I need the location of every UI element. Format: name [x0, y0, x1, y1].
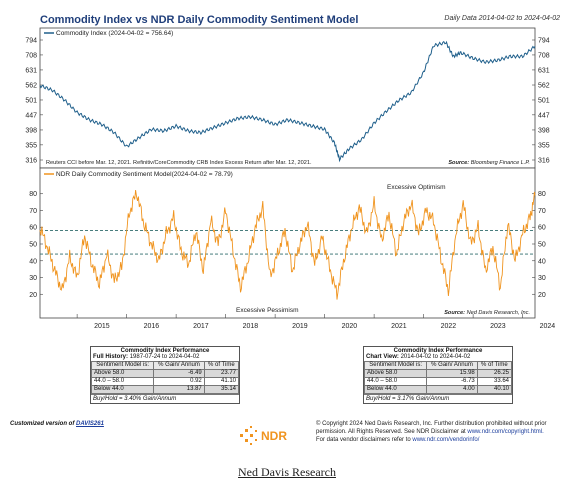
vendorinfo-link[interactable]: www.ndr.com/vendorinfo/ — [412, 437, 480, 443]
x-tick-label: 2020 — [342, 323, 358, 330]
x-tick-label: 2019 — [292, 323, 308, 330]
annotation-optimism: Excessive Optimism — [387, 184, 446, 191]
copyright-line-2: permission. All Rights Reserved. See NDR… — [316, 429, 544, 435]
copyright-link[interactable]: www.ndr.com/copyright.html. — [467, 429, 544, 435]
table-row: Below 44.0 4.00 40.10 — [363, 385, 513, 394]
top-y-tick-label-left: 562 — [25, 83, 37, 90]
bottom-source-label: Source: Ned Davis Research, Inc. — [444, 310, 530, 316]
top-y-tick-label-right: 708 — [538, 52, 550, 59]
x-tick-label: 2023 — [490, 323, 506, 330]
table-right-grid: Sentiment Model is: % Gain/ Annum % of T… — [363, 361, 513, 394]
bottom-y-tick-label-left: 20 — [29, 292, 37, 299]
top-y-tick-label-left: 355 — [25, 142, 37, 149]
top-y-tick-label-right: 562 — [538, 83, 550, 90]
bottom-y-tick-label-right: 60 — [538, 225, 546, 232]
bottom-y-tick-label-left: 30 — [29, 275, 37, 282]
chart-title: Commodity Index vs NDR Daily Commodity S… — [40, 14, 358, 26]
table-left-title: Commodity Index Performance — [120, 348, 210, 354]
table-left-footer: Buy/Hold = 3.40% Gain/Annum — [91, 394, 239, 403]
ndr-logo-mark-icon — [240, 426, 257, 445]
x-tick-label: 2017 — [193, 323, 209, 330]
table-right-header: Sentiment Model is: — [363, 361, 428, 370]
ndr-logo-text: NDR — [261, 429, 287, 443]
table-row: 44.0 – 58.0 0.92 41.10 — [90, 377, 240, 386]
top-y-tick-label-left: 794 — [25, 38, 37, 45]
top-y-tick-label-left: 316 — [25, 158, 37, 165]
top-legend: Commodity Index (2024-04-02 = 756.64) — [56, 30, 173, 37]
copyright-line-1: © Copyright 2024 Ned Davis Research, Inc… — [316, 421, 547, 427]
date-range: Daily Data 2014-04-02 to 2024-04-02 — [444, 15, 560, 22]
top-source-label: Source: Bloomberg Finance L.P. — [448, 160, 530, 166]
table-right-subtitle: Chart View: 2014-04-02 to 2024-04-02 — [366, 354, 471, 360]
table-left-header: % Gain/ Annum — [153, 361, 205, 370]
top-y-tick-label-right: 316 — [538, 158, 550, 165]
bottom-y-tick-label-right: 70 — [538, 208, 546, 215]
top-y-tick-label-right: 447 — [538, 112, 550, 119]
table-right-header: % of Time — [476, 361, 513, 370]
x-tick-label: 2022 — [441, 323, 457, 330]
top-y-tick-label-right: 501 — [538, 97, 550, 104]
top-source: Bloomberg Finance L.P. — [471, 160, 530, 166]
sentiment-model-line — [39, 190, 536, 300]
x-tick-label: 2018 — [243, 323, 259, 330]
top-y-tick-label-right: 355 — [538, 142, 550, 149]
top-y-tick-label-left: 398 — [25, 127, 37, 134]
bottom-y-tick-label-left: 50 — [29, 242, 37, 249]
table-left-subtitle: Full History: 1987-07-24 to 2024-04-02 — [93, 354, 200, 360]
ndr-logo: NDR — [238, 425, 308, 447]
table-left-grid: Sentiment Model is: % Gain/ Annum % of T… — [90, 361, 240, 394]
top-note: Reuters CCI before Mar. 12, 2021. Refini… — [46, 160, 312, 166]
table-row: Below 44.0 13.87 35.14 — [90, 385, 240, 394]
bottom-y-tick-label-left: 70 — [29, 208, 37, 215]
table-left-header: Sentiment Model is: — [90, 361, 155, 370]
table-row: Above 58.0 -6.49 23.77 — [90, 369, 240, 378]
commodity-index-line — [39, 40, 536, 163]
table-right-title: Commodity Index Performance — [393, 348, 483, 354]
bottom-y-tick-label-left: 60 — [29, 225, 37, 232]
top-y-tick-label-left: 501 — [25, 97, 37, 104]
bottom-y-tick-label-right: 50 — [538, 242, 546, 249]
bottom-y-tick-label-left: 80 — [29, 191, 37, 198]
annotation-pessimism: Excessive Pessimism — [236, 307, 298, 314]
table-row: 44.0 – 58.0 -6.73 33.64 — [363, 377, 513, 386]
davis-link[interactable]: DAVIS261 — [76, 421, 104, 427]
caption[interactable]: Ned Davis Research — [238, 465, 336, 479]
x-tick-label: 2021 — [391, 323, 407, 330]
x-tick-label: 2015 — [94, 323, 110, 330]
bottom-source: Ned Davis Research, Inc. — [467, 310, 530, 316]
bottom-y-tick-label-right: 80 — [538, 191, 546, 198]
customized-note: Customized version of DAVIS261 — [10, 421, 104, 427]
bottom-legend: NDR Daily Commodity Sentiment Model(2024… — [56, 171, 233, 178]
bottom-y-tick-label-left: 40 — [29, 258, 37, 265]
performance-table-right: Commodity Index Performance Chart View: … — [363, 346, 513, 404]
top-y-tick-label-left: 447 — [25, 112, 37, 119]
copyright-block: © Copyright 2024 Ned Davis Research, Inc… — [316, 420, 566, 444]
performance-table-left: Commodity Index Performance Full History… — [90, 346, 240, 404]
bottom-y-tick-label-right: 20 — [538, 292, 546, 299]
table-left-header: % of Time — [203, 361, 240, 370]
bottom-y-tick-label-right: 40 — [538, 258, 546, 265]
top-panel — [39, 27, 536, 169]
top-y-tick-label-right: 631 — [538, 67, 550, 74]
top-y-tick-label-left: 708 — [25, 52, 37, 59]
x-tick-label: 2024 — [540, 323, 556, 330]
top-y-tick-label-left: 631 — [25, 67, 37, 74]
table-row: Above 58.0 15.98 26.25 — [363, 369, 513, 378]
top-y-tick-label-right: 794 — [538, 38, 550, 45]
x-tick-label: 2016 — [144, 323, 160, 330]
bottom-y-tick-label-right: 30 — [538, 275, 546, 282]
top-y-tick-label-right: 398 — [538, 127, 550, 134]
table-right-footer: Buy/Hold = 3.17% Gain/Annum — [364, 394, 512, 403]
table-right-header: % Gain/ Annum — [426, 361, 478, 370]
copyright-line-3: For data vendor disclaimers refer to www… — [316, 437, 480, 443]
